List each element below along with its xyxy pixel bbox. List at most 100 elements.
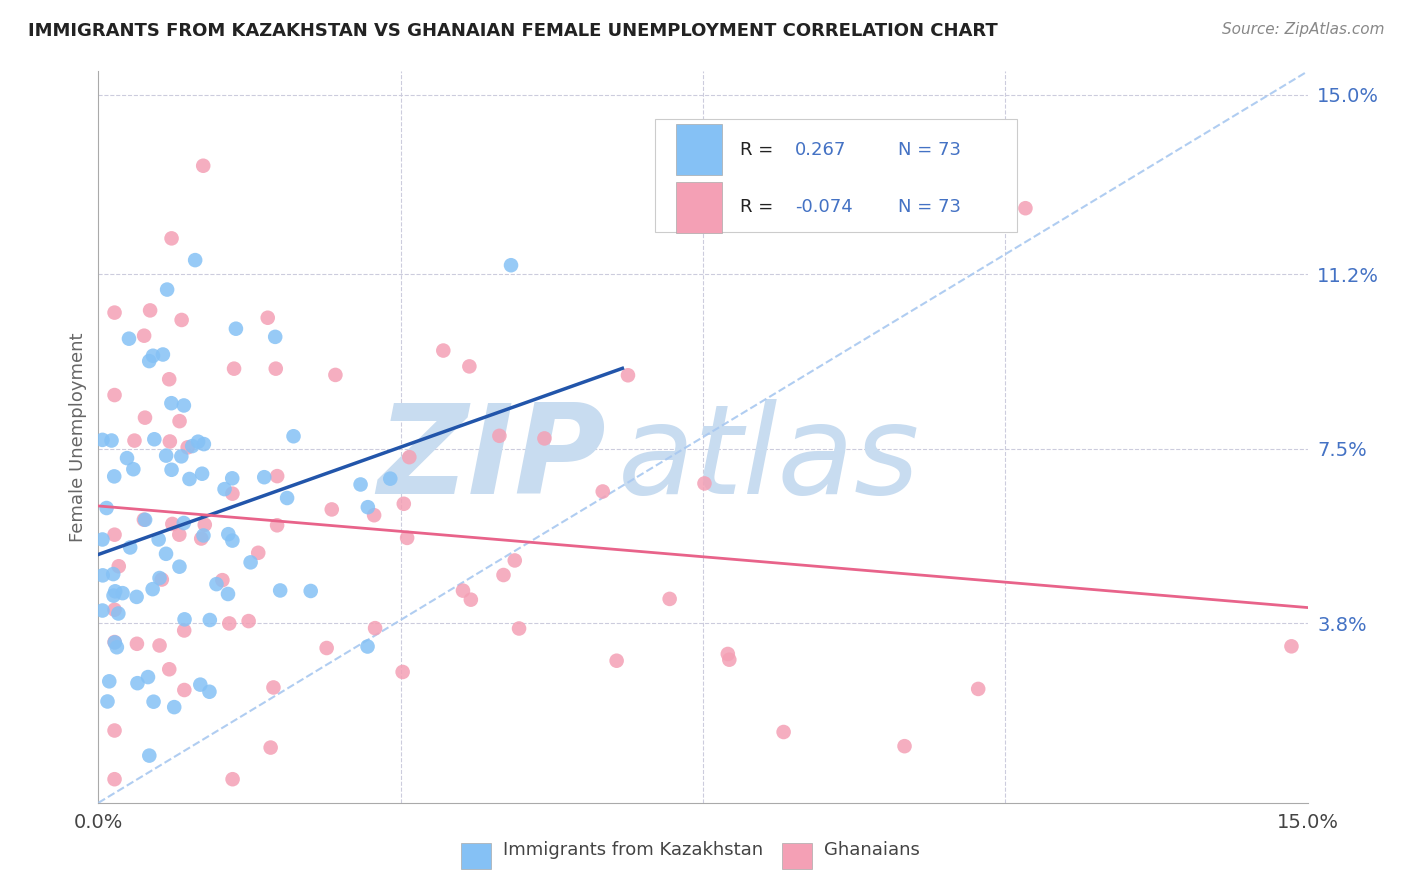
Point (269, 583, 291, 598)
Point (262, 681, 284, 695)
Point (321, 502, 343, 516)
Point (107, 559, 129, 574)
Point (179, 472, 201, 486)
Text: atlas: atlas (619, 399, 921, 519)
Point (259, 740, 281, 755)
Point (193, 528, 215, 542)
Point (118, 332, 141, 346)
Point (98, 674, 121, 689)
Point (191, 467, 214, 481)
Point (451, 583, 474, 598)
Point (103, 723, 125, 738)
Point (356, 640, 378, 654)
FancyBboxPatch shape (676, 182, 723, 233)
Point (658, 591, 681, 606)
Point (125, 590, 148, 604)
Point (103, 635, 125, 649)
Point (173, 516, 195, 530)
Point (221, 772, 243, 787)
Point (115, 451, 138, 466)
FancyBboxPatch shape (782, 843, 811, 869)
Point (225, 322, 247, 336)
Text: Immigrants from Kazakhstan: Immigrants from Kazakhstan (503, 841, 763, 859)
Point (391, 665, 413, 679)
Point (1281, 640, 1303, 654)
Point (111, 586, 134, 600)
Point (256, 310, 278, 325)
Text: -0.074: -0.074 (794, 198, 852, 217)
Point (148, 533, 170, 547)
Point (198, 684, 221, 698)
Point (105, 640, 128, 655)
Point (187, 434, 209, 449)
Point (170, 450, 193, 464)
Point (134, 328, 156, 343)
Point (221, 486, 243, 500)
Point (772, 725, 794, 739)
Text: ZIP: ZIP (378, 399, 606, 519)
Point (170, 313, 193, 327)
Point (96, 501, 118, 516)
Point (150, 573, 173, 587)
Point (253, 470, 276, 484)
Point (264, 330, 287, 344)
Point (492, 568, 515, 582)
Point (162, 516, 184, 531)
Text: Ghanaians: Ghanaians (824, 841, 920, 859)
Point (349, 477, 371, 491)
Point (214, 482, 236, 496)
Point (893, 739, 915, 754)
Point (266, 469, 288, 483)
FancyBboxPatch shape (461, 843, 492, 869)
Point (193, 159, 215, 173)
Point (181, 439, 204, 453)
Point (193, 437, 215, 451)
Point (134, 410, 156, 425)
Point (266, 518, 288, 533)
Point (91, 568, 114, 582)
Point (606, 654, 628, 668)
Point (159, 434, 181, 449)
Point (184, 253, 207, 268)
Text: IMMIGRANTS FROM KAZAKHSTAN VS GHANAIAN FEMALE UNEMPLOYMENT CORRELATION CHART: IMMIGRANTS FROM KAZAKHSTAN VS GHANAIAN F… (28, 22, 998, 40)
Point (460, 592, 482, 607)
Point (103, 469, 125, 483)
Point (132, 513, 155, 527)
Point (142, 582, 165, 596)
Point (276, 491, 298, 505)
Point (967, 681, 990, 696)
Point (693, 476, 716, 491)
Point (173, 399, 195, 413)
Point (160, 396, 183, 410)
Point (533, 431, 555, 445)
FancyBboxPatch shape (676, 124, 723, 175)
Text: N = 73: N = 73 (897, 198, 960, 217)
Point (217, 587, 239, 601)
Text: N = 73: N = 73 (897, 141, 960, 159)
Point (222, 361, 245, 376)
Point (127, 676, 149, 690)
Point (392, 497, 415, 511)
Point (148, 571, 170, 585)
Point (100, 434, 122, 448)
Point (103, 305, 125, 319)
Point (169, 559, 191, 574)
Point (103, 388, 125, 402)
Point (169, 527, 191, 541)
Point (138, 354, 160, 368)
Point (103, 567, 125, 582)
Point (194, 517, 217, 532)
Point (396, 531, 419, 545)
Point (103, 589, 125, 603)
Point (211, 573, 233, 587)
Point (104, 584, 127, 599)
Point (458, 359, 481, 374)
Point (499, 258, 522, 272)
Point (103, 772, 125, 787)
Point (142, 349, 165, 363)
Point (96, 694, 118, 708)
Point (283, 429, 305, 443)
Point (432, 343, 454, 358)
Point (176, 441, 198, 455)
Point (217, 527, 239, 541)
